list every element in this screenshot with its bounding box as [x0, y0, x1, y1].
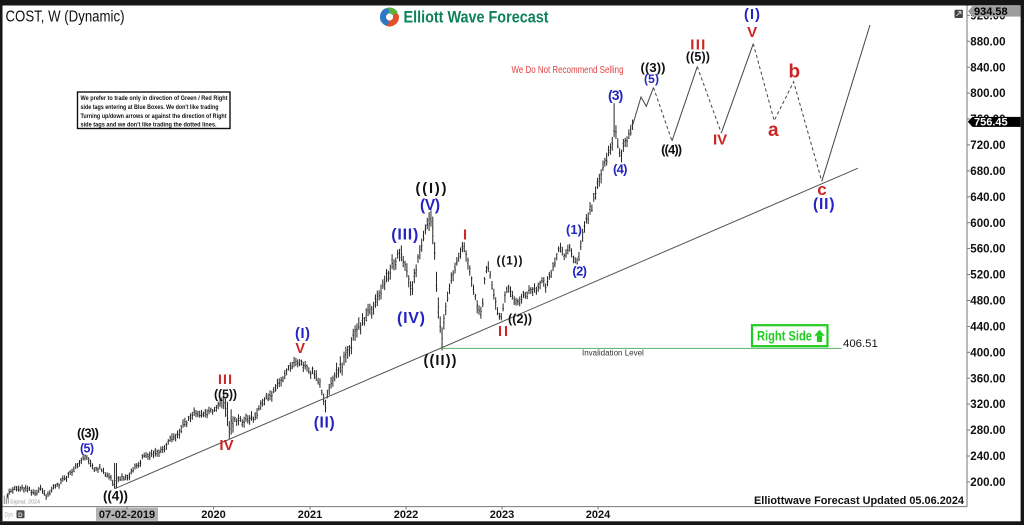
svg-text:((4)): ((4)): [661, 142, 682, 157]
svg-text:(2): (2): [572, 263, 587, 278]
svg-text:((I)): ((I)): [416, 181, 447, 197]
svg-text:IV: IV: [219, 437, 233, 454]
svg-text:560.00: 560.00: [970, 244, 1005, 256]
svg-text:((2)): ((2)): [508, 312, 532, 326]
svg-text:Invalidation Level: Invalidation Level: [582, 349, 644, 358]
svg-text:side tags entering at Blue Box: side tags entering at Blue Boxes. We don…: [81, 104, 219, 111]
svg-text:IV: IV: [713, 132, 727, 149]
svg-text:D: D: [18, 512, 23, 519]
svg-text:406.51: 406.51: [843, 338, 878, 350]
svg-text:Right Side: Right Side: [757, 329, 812, 344]
svg-text:((5)): ((5)): [686, 50, 710, 64]
svg-text:(3): (3): [608, 87, 623, 103]
svg-text:III: III: [218, 371, 232, 387]
svg-text:720.00: 720.00: [970, 140, 1005, 152]
svg-text:COST, W (Dynamic): COST, W (Dynamic): [6, 8, 125, 25]
svg-text:((4)): ((4)): [103, 489, 128, 504]
svg-text:07-02-2019: 07-02-2019: [99, 509, 155, 521]
svg-text:680.00: 680.00: [970, 166, 1005, 178]
svg-text:934.58: 934.58: [974, 6, 1008, 18]
svg-text:a: a: [768, 120, 779, 141]
svg-text:((3)): ((3)): [77, 426, 99, 441]
svg-text:Elliott Wave Forecast: Elliott Wave Forecast: [404, 9, 549, 27]
svg-text:(5): (5): [80, 442, 94, 456]
svg-text:V: V: [747, 24, 757, 41]
svg-text:Elliottwave Forecast Updated 0: Elliottwave Forecast Updated 05.06.2024: [754, 495, 965, 507]
svg-text:b: b: [788, 62, 800, 83]
svg-text:(II): (II): [813, 196, 835, 213]
svg-text:III: III: [690, 37, 705, 54]
svg-text:400.00: 400.00: [970, 347, 1005, 359]
svg-text:II: II: [498, 324, 508, 340]
svg-text:800.00: 800.00: [970, 88, 1005, 100]
svg-text:(I): (I): [295, 326, 310, 342]
svg-text:V: V: [295, 341, 305, 357]
svg-text:((1)): ((1)): [497, 253, 523, 267]
svg-text:2022: 2022: [394, 509, 418, 521]
svg-text:We Do Not Recommend Selling: We Do Not Recommend Selling: [512, 65, 624, 76]
svg-text:Turning up/down arrows or agai: Turning up/down arrows or against the di…: [81, 113, 228, 120]
svg-text:(III): (III): [391, 227, 418, 244]
svg-text:((3)): ((3)): [641, 60, 666, 75]
svg-text:200.00: 200.00: [970, 477, 1005, 489]
svg-text:240.00: 240.00: [970, 451, 1005, 463]
svg-text:600.00: 600.00: [970, 218, 1005, 230]
svg-text:((II)): ((II)): [424, 353, 457, 369]
svg-text:440.00: 440.00: [970, 321, 1005, 333]
svg-text:880.00: 880.00: [970, 36, 1005, 48]
svg-text:756.45: 756.45: [974, 117, 1008, 129]
svg-text:(4): (4): [613, 161, 628, 176]
svg-text:2021: 2021: [298, 509, 322, 521]
svg-text:(IV): (IV): [397, 310, 425, 327]
svg-text:((5)): ((5)): [214, 387, 237, 401]
svg-text:280.00: 280.00: [970, 425, 1005, 437]
svg-text:840.00: 840.00: [970, 62, 1005, 74]
svg-text:(I): (I): [744, 7, 760, 23]
svg-text:2020: 2020: [201, 509, 225, 521]
svg-text:480.00: 480.00: [970, 296, 1005, 308]
svg-text:320.00: 320.00: [970, 399, 1005, 411]
svg-text:(5): (5): [644, 72, 659, 86]
svg-text:Signal, 2024: Signal, 2024: [10, 499, 40, 505]
svg-text:(V): (V): [420, 197, 440, 214]
svg-text:side tags and we don't like tr: side tags and we don't like trading the …: [81, 122, 217, 129]
svg-text:2024: 2024: [586, 509, 611, 521]
svg-text:I: I: [463, 227, 467, 243]
svg-text:520.00: 520.00: [970, 270, 1005, 282]
svg-text:c: c: [817, 180, 826, 199]
svg-text:2023: 2023: [490, 509, 514, 521]
svg-text:(1): (1): [566, 222, 582, 237]
svg-text:We prefer to trade only in dir: We prefer to trade only in direction of …: [81, 95, 229, 102]
svg-text:Dyn: Dyn: [5, 512, 14, 519]
svg-text:640.00: 640.00: [970, 192, 1005, 204]
svg-text:360.00: 360.00: [970, 373, 1005, 385]
svg-text:(II): (II): [314, 415, 335, 432]
